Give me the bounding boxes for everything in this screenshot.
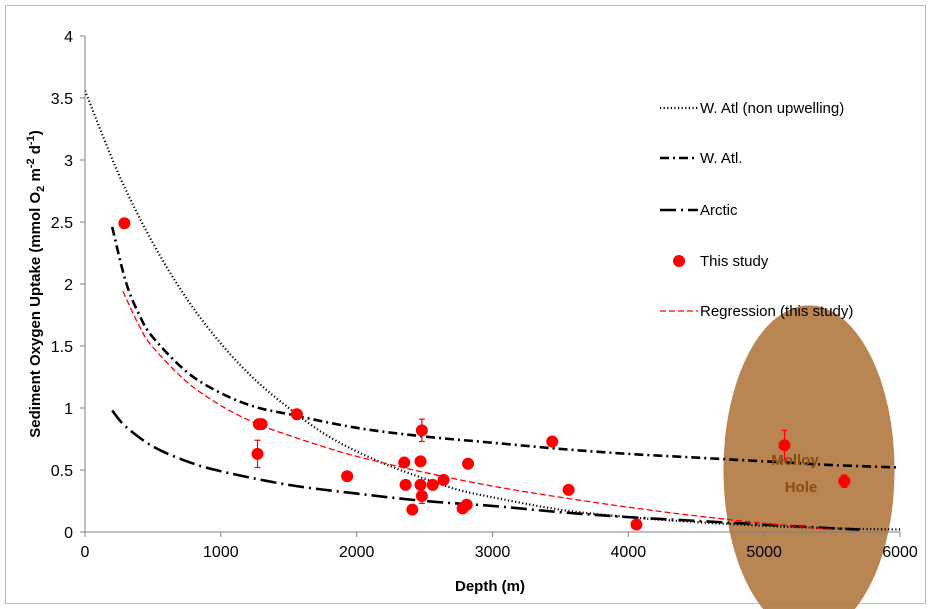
y-axis-title-suffix: )	[27, 130, 44, 135]
legend-label-this-study: This study	[700, 253, 769, 270]
data-point	[398, 456, 411, 469]
legend-label-w-atl-non-upwelling: W. Atl (non upwelling)	[700, 100, 844, 117]
data-point	[255, 418, 268, 431]
x-axis-title: Depth (m)	[455, 578, 525, 595]
y-axis-title-sub1: 2	[35, 186, 47, 192]
data-point	[426, 478, 439, 491]
data-point	[630, 518, 643, 531]
annotation-label-line1: Molloy	[771, 452, 819, 469]
x-tick-label: 2000	[339, 544, 375, 561]
y-axis-title-prefix: Sediment Oxygen Uptake (mmol O	[27, 191, 44, 437]
y-tick-label: 0	[64, 525, 73, 542]
x-tick-label: 0	[81, 544, 90, 561]
data-point	[341, 470, 354, 483]
data-point	[462, 457, 475, 470]
y-tick-label: 2.5	[51, 215, 73, 232]
y-tick-label: 1	[64, 401, 73, 418]
y-axis-title-mid2: d	[27, 145, 44, 158]
annotation-label-line2: Hole	[785, 479, 818, 496]
y-tick-label: 3.5	[51, 91, 73, 108]
y-axis-title-sup1: -2	[25, 158, 37, 168]
data-point	[415, 490, 428, 503]
legend-label-arctic: Arctic	[700, 202, 738, 219]
legend: W. Atl (non upwelling) W. Atl. Arctic Th…	[660, 100, 853, 320]
x-tick-label: 4000	[611, 544, 647, 561]
y-tick-label: 3	[64, 153, 73, 170]
x-tick-label: 3000	[475, 544, 511, 561]
data-point	[838, 475, 851, 488]
legend-label-w-atl: W. Atl.	[700, 150, 743, 167]
data-point	[414, 478, 427, 491]
data-point	[251, 447, 264, 460]
x-tick-label: 6000	[882, 544, 918, 561]
series-line-dashed	[122, 291, 833, 531]
y-tick-label: 2	[64, 277, 73, 294]
x-tick-label: 5000	[746, 544, 782, 561]
data-point	[290, 408, 303, 421]
chart-frame	[5, 5, 926, 604]
y-axis-title: Sediment Oxygen Uptake (mmol O2 m-2 d-1)	[25, 130, 47, 437]
y-tick-label: 4	[64, 29, 73, 46]
data-point	[562, 483, 575, 496]
y-axis-title-mid: m	[27, 168, 44, 186]
data-point	[546, 435, 559, 448]
y-tick-label: 1.5	[51, 339, 73, 356]
molloy-hole-ellipse	[723, 305, 895, 609]
data-point	[118, 217, 131, 230]
data-point	[460, 498, 473, 511]
data-point	[406, 503, 419, 516]
data-point	[415, 424, 428, 437]
data-point	[414, 455, 427, 468]
y-tick-label: 0.5	[51, 463, 73, 480]
data-point	[437, 473, 450, 486]
legend-label-regression: Regression (this study)	[700, 303, 853, 320]
data-point	[399, 478, 412, 491]
x-tick-label: 1000	[203, 544, 239, 561]
data-point	[778, 439, 791, 452]
series-line-dash-dot	[110, 226, 900, 469]
y-axis-title-sup2: -1	[25, 135, 37, 145]
legend-swatch-this-study	[673, 255, 685, 267]
series-line-long-dash-dot	[111, 409, 860, 531]
